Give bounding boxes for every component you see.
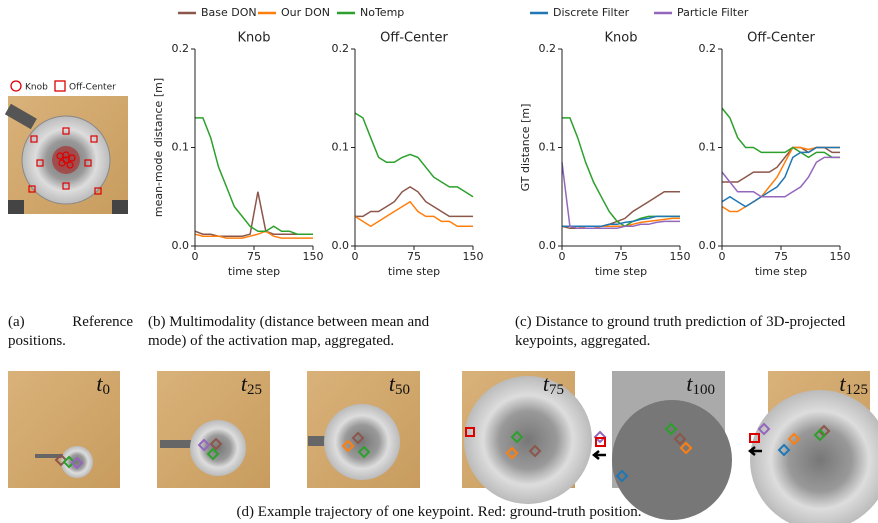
y-tick-label: 0.1 — [539, 141, 557, 154]
frame-subscript: 100 — [693, 382, 716, 398]
chart-title: Knob — [605, 31, 638, 46]
series-line — [722, 108, 840, 157]
x-tick-label: 75 — [247, 250, 261, 263]
x-axis-label: time step — [228, 265, 280, 278]
x-tick-label: 0 — [192, 250, 199, 263]
y-tick-label: 0.0 — [332, 239, 350, 252]
y-tick-label: 0.0 — [699, 239, 717, 252]
series-line — [355, 202, 473, 227]
y-tick-label: 0.2 — [172, 42, 190, 55]
x-tick-label: 0 — [559, 250, 566, 263]
series-line — [722, 148, 840, 212]
y-tick-label: 0.2 — [332, 42, 350, 55]
x-tick-label: 75 — [614, 250, 628, 263]
y-axis-label: GT distance [m] — [519, 104, 532, 192]
x-tick-label: 150 — [303, 250, 324, 263]
frame-subscript: 25 — [247, 382, 262, 398]
legend-label: Discrete Filter — [553, 6, 630, 19]
y-tick-label: 0.0 — [539, 239, 557, 252]
frame-row — [8, 371, 878, 523]
legend-label: Our DON — [281, 6, 330, 19]
y-tick-label: 0.1 — [699, 141, 717, 154]
caption: (d) Example trajectory of one keypoint. … — [0, 503, 878, 522]
legend-label: Base DON — [201, 6, 257, 19]
x-tick-label: 0 — [719, 250, 726, 263]
series-line — [562, 162, 680, 228]
chart-title: Off-Center — [747, 31, 815, 46]
frame-subscript: 0 — [103, 382, 111, 398]
x-tick-label: 75 — [774, 250, 788, 263]
caption: (c) Distance to ground truth prediction … — [515, 313, 870, 351]
series-line — [722, 148, 840, 207]
reference-panel: Knob Off-Center — [5, 81, 128, 214]
y-tick-label: 0.1 — [332, 141, 350, 154]
frame-subscript: 50 — [395, 382, 410, 398]
y-tick-label: 0.1 — [172, 141, 190, 154]
y-tick-label: 0.2 — [539, 42, 557, 55]
caption: (b) Multimodality (distance between mean… — [148, 313, 470, 351]
x-tick-label: 150 — [670, 250, 691, 263]
legend-label: NoTemp — [360, 6, 404, 19]
series-line — [562, 118, 680, 226]
x-tick-label: 75 — [407, 250, 421, 263]
series-line — [355, 113, 473, 197]
frame-subscript: 125 — [846, 382, 869, 398]
chart-title: Knob — [238, 31, 271, 46]
x-tick-label: 150 — [463, 250, 484, 263]
y-tick-label: 0.2 — [699, 42, 717, 55]
figure-canvas: Knob Off-Center — [0, 0, 878, 523]
legend-label: Particle Filter — [677, 6, 749, 19]
x-axis-label: time step — [755, 265, 807, 278]
caption: (a) Reference positions. — [8, 313, 133, 351]
series-line — [355, 187, 473, 217]
x-axis-label: time step — [388, 265, 440, 278]
x-tick-label: 0 — [352, 250, 359, 263]
x-tick-label: 150 — [830, 250, 851, 263]
x-axis-label: time step — [595, 265, 647, 278]
chart-title: Off-Center — [380, 31, 448, 46]
figure: Knob Off-Center — [0, 0, 878, 523]
legend-label: Off-Center — [69, 83, 116, 93]
y-tick-label: 0.0 — [172, 239, 190, 252]
frame-subscript: 75 — [549, 382, 564, 398]
legend-label: Knob — [25, 83, 48, 93]
y-axis-label: mean-mode distance [m] — [152, 78, 165, 217]
